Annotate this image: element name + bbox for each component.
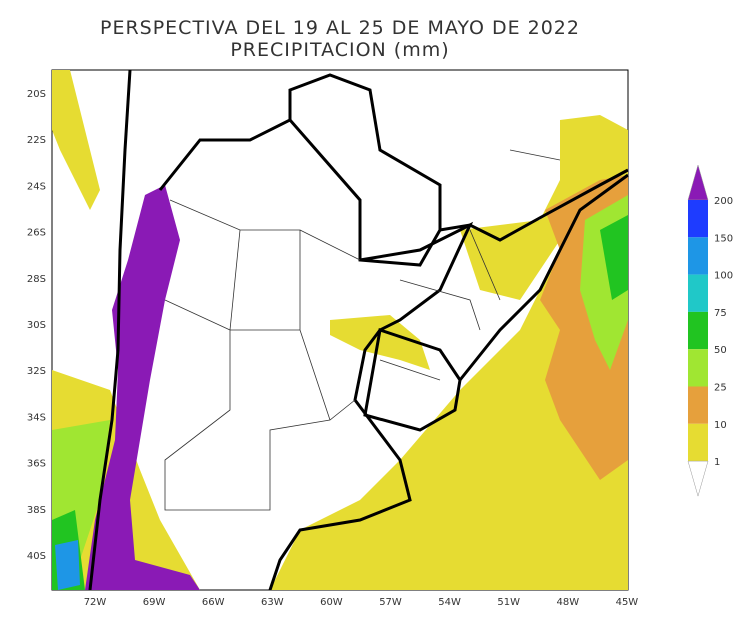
lon-labels: 72W 69W 66W 63W 60W 57W 54W 51W 48W 45W (84, 597, 639, 608)
colorbar-band (688, 349, 708, 387)
lat-label: 30S (27, 320, 46, 331)
lon-label: 54W (438, 597, 461, 608)
lat-label: 22S (27, 135, 46, 146)
lon-label: 66W (202, 597, 225, 608)
colorbar-label: 1 (714, 457, 720, 468)
lat-label: 34S (27, 412, 46, 423)
lon-label: 48W (556, 597, 579, 608)
lat-label: 26S (27, 228, 46, 239)
lat-label: 36S (27, 459, 46, 470)
lon-label: 60W (320, 597, 343, 608)
subtitle: PRECIPITACION (mm) (230, 39, 449, 61)
colorbar-label: 150 (714, 233, 733, 244)
lat-label: 40S (27, 551, 46, 562)
colorbar-arrow (687, 460, 709, 498)
lat-label: 24S (27, 181, 46, 192)
lat-labels: 20S 22S 24S 26S 28S 30S 32S 34S 36S 38S 40S (27, 89, 46, 562)
lat-label: 28S (27, 274, 46, 285)
colorbar: 200 150 100 75 50 25 10 1 (687, 164, 733, 498)
map (51, 69, 629, 591)
colorbar-band (688, 386, 708, 424)
lat-label: 38S (27, 505, 46, 516)
colorbar-label: 200 (714, 196, 733, 207)
colorbar-band (688, 237, 708, 275)
lon-label: 57W (379, 597, 402, 608)
colorbar-band (688, 423, 708, 462)
lon-label: 72W (84, 597, 107, 608)
lon-label: 63W (261, 597, 284, 608)
colorbar-label: 25 (714, 383, 727, 394)
colorbar-arrow (687, 164, 709, 201)
colorbar-band (688, 200, 708, 238)
colorbar-label: 75 (714, 308, 727, 319)
title: PERSPECTIVA DEL 19 AL 25 DE MAYO DE 2022 (100, 17, 580, 39)
colorbar-band (688, 274, 708, 312)
lat-label: 32S (27, 366, 46, 377)
colorbar-label: 100 (714, 271, 733, 282)
lat-label: 20S (27, 89, 46, 100)
colorbar-label: 50 (714, 345, 727, 356)
lon-label: 69W (143, 597, 166, 608)
colorbar-label: 10 (714, 420, 727, 431)
colorbar-band (688, 311, 708, 350)
lon-label: 51W (497, 597, 520, 608)
lon-label: 45W (616, 597, 639, 608)
